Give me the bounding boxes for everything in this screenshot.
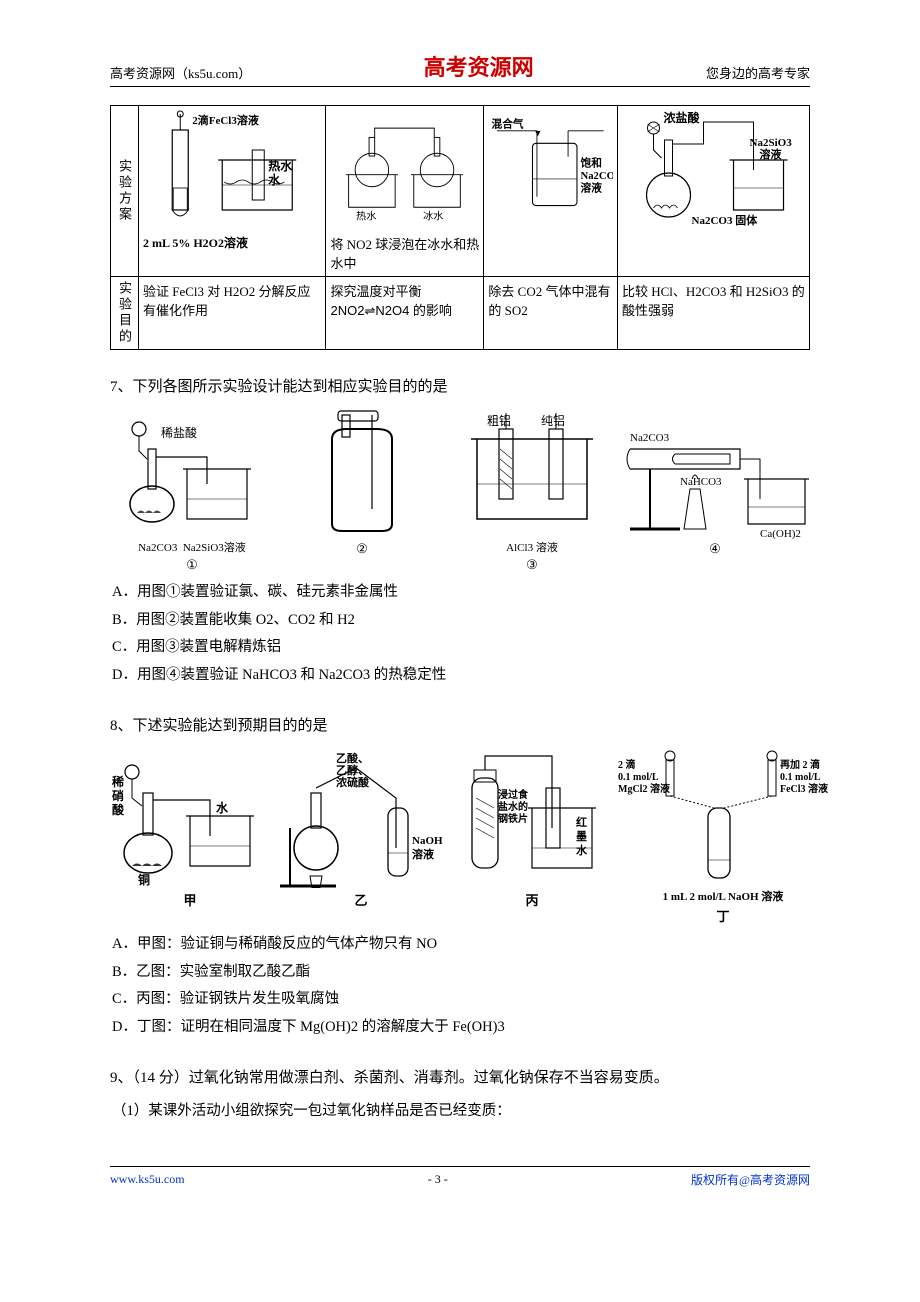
svg-text:MgCl2 溶液: MgCl2 溶液 (618, 782, 670, 795)
svg-text:酸: 酸 (112, 802, 125, 817)
svg-text:NaHCO3: NaHCO3 (680, 476, 722, 488)
svg-text:稀: 稀 (112, 774, 124, 789)
q7-options: A．用图①装置验证氯、碳、硅元素非金属性 B．用图②装置能收集 O2、CO2 和… (112, 579, 810, 689)
q8-figures: 稀 硝 酸 水 铜 甲 乙酸、 乙醇、 (110, 748, 810, 925)
header-right: 您身边的高考专家 (706, 63, 810, 82)
q7-opt-a: A．用图①装置验证氯、碳、硅元素非金属性 (112, 579, 810, 607)
q8-options: A．甲图：验证铜与稀硝酸反应的气体产物只有 NO B．乙图：实验室制取乙酸乙酯 … (112, 931, 810, 1041)
svg-text:热水: 热水 (268, 158, 293, 173)
scheme-cell-c: 混合气 饱和 Na2CO3 溶液 (484, 106, 618, 277)
page-header: 高考资源网（ks5u.com） 高考资源网 您身边的高考专家 (110, 50, 810, 82)
svg-text:纯铝: 纯铝 (541, 413, 565, 428)
svg-text:溶液: 溶液 (759, 147, 782, 161)
svg-text:浓硫酸: 浓硫酸 (336, 775, 370, 789)
svg-text:Na2CO3: Na2CO3 (581, 170, 613, 182)
scheme-cell-a: 2滴FeCl3溶液 热水 水 2 mL 5% H2O2溶液 (139, 106, 326, 277)
header-left: 高考资源网（ks5u.com） (110, 63, 251, 82)
svg-text:FeCl3 溶液: FeCl3 溶液 (780, 782, 828, 795)
svg-text:盐水的: 盐水的 (498, 800, 528, 813)
cell-a-bottom-label: 2 mL 5% H2O2溶液 (143, 234, 321, 251)
q8-opt-a: A．甲图：验证铜与稀硝酸反应的气体产物只有 NO (112, 931, 810, 959)
svg-text:Na2CO3: Na2CO3 (630, 432, 670, 444)
footer-left: www.ks5u.com (110, 1172, 185, 1187)
svg-text:乙酸、: 乙酸、 (336, 751, 369, 765)
q7-opt-c: C．用图③装置电解精炼铝 (112, 634, 810, 662)
svg-text:热水: 热水 (357, 209, 377, 222)
q8-fig-3: 浸过食 盐水的 钢铁片 红 墨 水 丙 (452, 748, 612, 925)
svg-text:水: 水 (216, 800, 229, 815)
scheme-cell-b: 热水 冰水 将 NO2 球浸泡在冰水和热水中 (326, 106, 484, 277)
svg-text:Ca(OH)2: Ca(OH)2 (760, 528, 801, 539)
q7-opt-b: B．用图②装置能收集 O2、CO2 和 H2 (112, 607, 810, 635)
svg-text:钢铁片: 钢铁片 (498, 812, 528, 825)
svg-text:2滴FeCl3溶液: 2滴FeCl3溶液 (192, 113, 260, 127)
purpose-a: 验证 FeCl3 对 H2O2 分解反应有催化作用 (139, 277, 326, 350)
purpose-d: 比较 HCl、H2CO3 和 H2SiO3 的酸性强弱 (617, 277, 809, 350)
q9-part1: （1）某课外活动小组欲探究一包过氧化钠样品是否已经变质： (112, 1098, 810, 1126)
q8-fig-2: 乙酸、 乙醇、 浓硫酸 NaOH 溶液 乙 (276, 748, 446, 925)
svg-text:冰水: 冰水 (424, 209, 444, 222)
q7-fig-4: Na2CO3 NaHCO3 Ca(OH)2 ④ (620, 409, 810, 573)
svg-text:水: 水 (576, 843, 588, 857)
svg-text:再加 2 滴: 再加 2 滴 (780, 758, 820, 771)
svg-text:硝: 硝 (112, 788, 124, 803)
q7-fig-2: ② (280, 409, 444, 573)
svg-text:浸过食: 浸过食 (498, 788, 529, 801)
footer-right: 版权所有@高考资源网 (691, 1171, 810, 1188)
q9-stem: 9、（14 分）过氧化钠常用做漂白剂、杀菌剂、消毒剂。过氧化钠保存不当容易变质。 (110, 1065, 810, 1092)
q8-opt-d: D．丁图：证明在相同温度下 Mg(OH)2 的溶解度大于 Fe(OH)3 (112, 1014, 810, 1042)
q8-opt-b: B．乙图：实验室制取乙酸乙酯 (112, 959, 810, 987)
q8-opt-c: C．丙图：验证钢铁片发生吸氧腐蚀 (112, 986, 810, 1014)
svg-text:乙醇、: 乙醇、 (336, 763, 369, 777)
q7-fig-1: 稀盐酸 Na2CO3 Na2SiO3溶液 ① (110, 409, 274, 573)
svg-text:NaOH: NaOH (412, 835, 443, 847)
q7-fig-3: 粗铝 纯铝 AlCl3 溶液 ③ (450, 409, 614, 573)
experiment-table: 实验方案 2滴Fe (110, 105, 810, 350)
svg-text:浓盐酸: 浓盐酸 (663, 110, 700, 125)
purpose-c: 除去 CO2 气体中混有的 SO2 (484, 277, 618, 350)
header-rule (110, 86, 810, 87)
q7-stem: 7、下列各图所示实验设计能达到相应实验目的的是 (110, 374, 810, 401)
svg-text:0.1 mol/L: 0.1 mol/L (780, 772, 821, 783)
svg-text:饱和: 饱和 (581, 156, 602, 169)
row-label-purpose: 实验目的 (111, 277, 139, 350)
svg-text:Na2SiO3: Na2SiO3 (749, 137, 792, 149)
svg-text:0.1 mol/L: 0.1 mol/L (618, 772, 659, 783)
svg-text:墨: 墨 (576, 830, 587, 843)
svg-text:混合气: 混合气 (492, 117, 524, 130)
svg-text:Na2CO3 固体: Na2CO3 固体 (691, 213, 758, 227)
svg-text:2 滴: 2 滴 (618, 758, 636, 771)
q8-fig-1: 稀 硝 酸 水 铜 甲 (110, 748, 270, 925)
purpose-b: 探究温度对平衡 2NO2⇌N2O4 的影响 (326, 277, 484, 350)
svg-text:水: 水 (268, 172, 281, 187)
q8-stem: 8、下述实验能达到预期目的的是 (110, 713, 810, 740)
q8-fig-4: 2 滴 0.1 mol/L MgCl2 溶液 再加 2 滴 0.1 mol/L … (618, 748, 828, 925)
svg-text:铜: 铜 (138, 872, 150, 887)
scheme-cell-d: 浓盐酸 Na2SiO3 溶液 Na2CO3 固体 (617, 106, 809, 277)
page-footer: www.ks5u.com - 3 - 版权所有@高考资源网 (110, 1166, 810, 1188)
svg-text:粗铝: 粗铝 (487, 413, 511, 428)
footer-center: - 3 - (428, 1172, 448, 1187)
svg-text:溶液: 溶液 (412, 847, 435, 861)
row-label-scheme: 实验方案 (111, 106, 139, 277)
q7-figures: 稀盐酸 Na2CO3 Na2SiO3溶液 ① ② (110, 409, 810, 573)
svg-text:溶液: 溶液 (581, 181, 603, 194)
svg-text:红: 红 (576, 815, 587, 829)
header-brand: 高考资源网 (424, 55, 534, 80)
svg-text:稀盐酸: 稀盐酸 (161, 425, 197, 440)
q7-opt-d: D．用图④装置验证 NaHCO3 和 Na2CO3 的热稳定性 (112, 662, 810, 690)
cell-b-caption: 将 NO2 球浸泡在冰水和热水中 (330, 234, 479, 272)
